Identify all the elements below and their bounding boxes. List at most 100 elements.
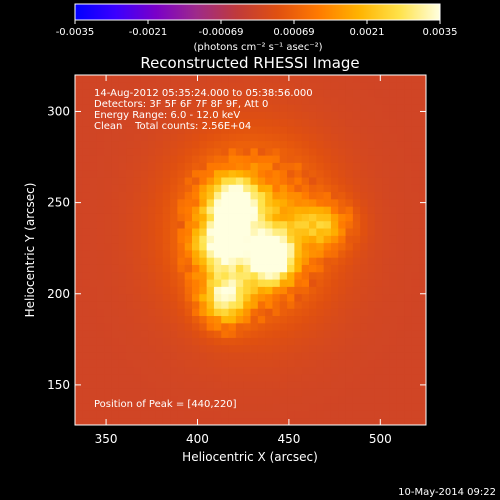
heatmap-cell (389, 89, 398, 98)
heatmap-cell (352, 286, 361, 295)
heatmap-cell (162, 96, 171, 105)
heatmap-cell (213, 220, 222, 229)
heatmap-cell (404, 257, 412, 265)
heatmap-cell (279, 366, 288, 375)
heatmap-cell (389, 395, 398, 404)
heatmap-cell (279, 75, 288, 83)
heatmap-cell (75, 191, 83, 200)
heatmap-cell (133, 206, 142, 214)
heatmap-cell (257, 162, 266, 171)
heatmap-cell (396, 104, 405, 112)
heatmap-cell (170, 111, 178, 120)
heatmap-cell (316, 191, 325, 200)
heatmap-cell (250, 250, 259, 258)
heatmap-cell (111, 242, 120, 251)
heatmap-cell (82, 417, 91, 426)
heatmap-cell (126, 395, 134, 404)
heatmap-cell (345, 264, 354, 273)
heatmap-cell (279, 206, 288, 214)
heatmap-cell (301, 366, 310, 375)
heatmap-cell (126, 359, 134, 368)
heatmap-cell (323, 366, 332, 375)
heatmap-cell (82, 147, 91, 156)
heatmap-cell (352, 133, 361, 142)
heatmap-cell (418, 330, 427, 338)
heatmap-cell (184, 344, 193, 353)
heatmap-cell (309, 257, 317, 265)
heatmap-cell (199, 388, 208, 397)
heatmap-cell (250, 198, 259, 207)
heatmap-cell (155, 344, 164, 353)
heatmap-cell (221, 337, 229, 346)
heatmap-cell (389, 162, 398, 171)
heatmap-cell (184, 293, 193, 302)
heatmap-cell (404, 111, 412, 120)
heatmap-cell (184, 140, 193, 149)
heatmap-cell (206, 133, 215, 142)
heatmap-cell (338, 213, 346, 222)
heatmap-cell (352, 293, 361, 302)
heatmap-cell (82, 155, 91, 163)
heatmap-cell (96, 322, 105, 331)
heatmap-cell (404, 315, 412, 324)
heatmap-cell (396, 184, 405, 193)
heatmap-cell (177, 220, 186, 229)
heatmap-cell (206, 417, 215, 426)
heatmap-cell (118, 417, 127, 426)
heatmap-cell (360, 140, 368, 149)
heatmap-cell (75, 330, 83, 338)
heatmap-cell (294, 293, 303, 302)
heatmap-cell (170, 381, 178, 389)
heatmap-cell (279, 111, 288, 120)
heatmap-cell (287, 308, 295, 317)
heatmap-cell (148, 126, 156, 134)
heatmap-cell (148, 279, 156, 287)
heatmap-cell (140, 228, 149, 236)
heatmap-cell (104, 82, 112, 90)
heatmap-cell (404, 220, 412, 229)
heatmap-cell (265, 337, 273, 346)
heatmap-cell (389, 96, 398, 105)
heatmap-cell (82, 301, 91, 309)
heatmap-cell (111, 177, 120, 185)
heatmap-cell (155, 322, 164, 331)
heatmap-cell (294, 235, 303, 244)
heatmap-cell (265, 373, 273, 382)
heatmap-cell (257, 104, 266, 112)
heatmap-cell (140, 322, 149, 331)
heatmap-cell (367, 250, 376, 258)
heatmap-cell (338, 373, 346, 382)
heatmap-cell (126, 242, 134, 251)
heatmap-cell (279, 293, 288, 302)
heatmap-cell (345, 388, 354, 397)
heatmap-cell (265, 322, 273, 331)
heatmap-cell (330, 191, 339, 200)
heatmap-cell (345, 330, 354, 338)
heatmap-cell (111, 315, 120, 324)
heatmap-cell (213, 104, 222, 112)
heatmap-cell (75, 315, 83, 324)
heatmap-cell (338, 147, 346, 156)
heatmap-cell (140, 410, 149, 419)
heatmap-cell (104, 104, 112, 112)
heatmap-cell (272, 147, 281, 156)
heatmap-cell (257, 315, 266, 324)
heatmap-cell (309, 75, 317, 83)
heatmap-cell (82, 352, 91, 360)
heatmap-cell (272, 213, 281, 222)
heatmap-cell (199, 395, 208, 404)
heatmap-cell (374, 330, 383, 338)
heatmap-cell (162, 308, 171, 317)
heatmap-cell (338, 220, 346, 229)
heatmap-cell (148, 111, 156, 120)
heatmap-cell (155, 250, 164, 258)
heatmap-cell (133, 337, 142, 346)
heatmap-cell (360, 242, 368, 251)
heatmap-cell (75, 140, 83, 149)
heatmap-cell (184, 75, 193, 83)
heatmap-cell (243, 381, 251, 389)
heatmap-cell (257, 388, 266, 397)
heatmap-cell (126, 337, 134, 346)
heatmap-cell (133, 344, 142, 353)
heatmap-cell (374, 162, 383, 171)
